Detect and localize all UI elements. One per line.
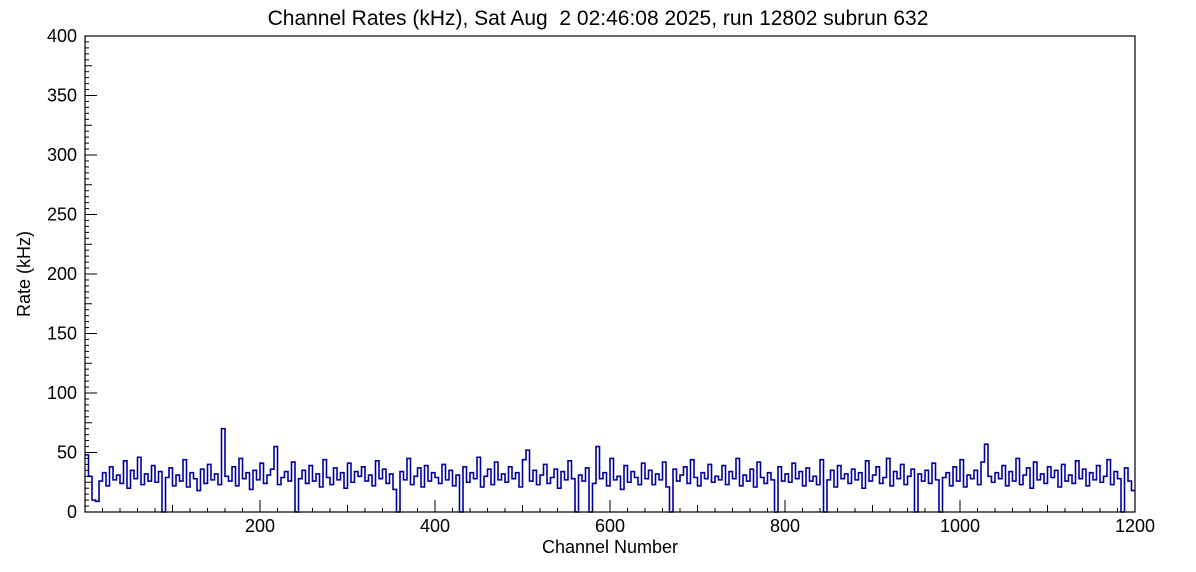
svg-text:0: 0: [67, 502, 77, 522]
svg-text:150: 150: [47, 324, 77, 344]
svg-text:300: 300: [47, 145, 77, 165]
svg-text:250: 250: [47, 205, 77, 225]
svg-text:200: 200: [47, 264, 77, 284]
svg-text:400: 400: [47, 26, 77, 46]
svg-text:1000: 1000: [940, 516, 980, 536]
svg-text:800: 800: [770, 516, 800, 536]
x-axis-title: Channel Number: [541, 537, 679, 557]
svg-text:600: 600: [595, 516, 625, 536]
svg-text:350: 350: [47, 86, 77, 106]
svg-text:200: 200: [245, 516, 275, 536]
svg-text:50: 50: [57, 443, 77, 463]
svg-text:100: 100: [47, 383, 77, 403]
svg-text:400: 400: [420, 516, 450, 536]
svg-text:1200: 1200: [1115, 516, 1155, 536]
chart-title: Channel Rates (kHz), Sat Aug 2 02:46:08 …: [267, 7, 929, 30]
